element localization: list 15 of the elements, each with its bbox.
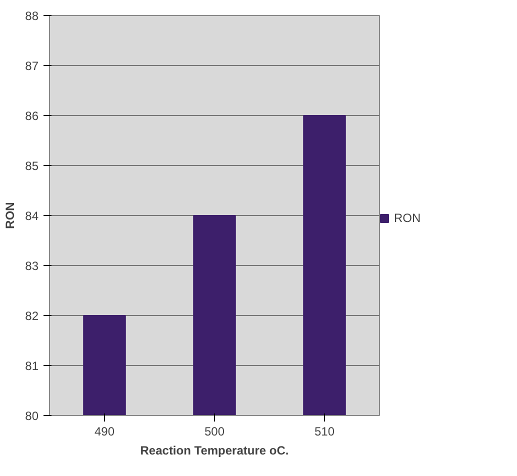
y-tick-label: 88 <box>25 9 39 23</box>
x-axis-title: Reaction Temperature oC. <box>140 444 289 458</box>
y-tick-label: 86 <box>25 109 39 123</box>
y-tick-label: 80 <box>25 409 39 423</box>
y-tick-label: 87 <box>25 59 39 73</box>
y-tick-label: 83 <box>25 259 39 273</box>
y-tick-label: 85 <box>25 159 39 173</box>
y-axis-title: RON <box>3 202 18 229</box>
x-tick-label: 490 <box>94 424 115 438</box>
y-tick-label: 81 <box>25 359 39 373</box>
y-tick-label: 82 <box>25 309 39 323</box>
legend-label: RON <box>394 211 421 225</box>
x-tick-label: 510 <box>314 424 335 438</box>
x-tick-label: 500 <box>204 424 225 438</box>
y-tick-label: 84 <box>25 209 39 223</box>
